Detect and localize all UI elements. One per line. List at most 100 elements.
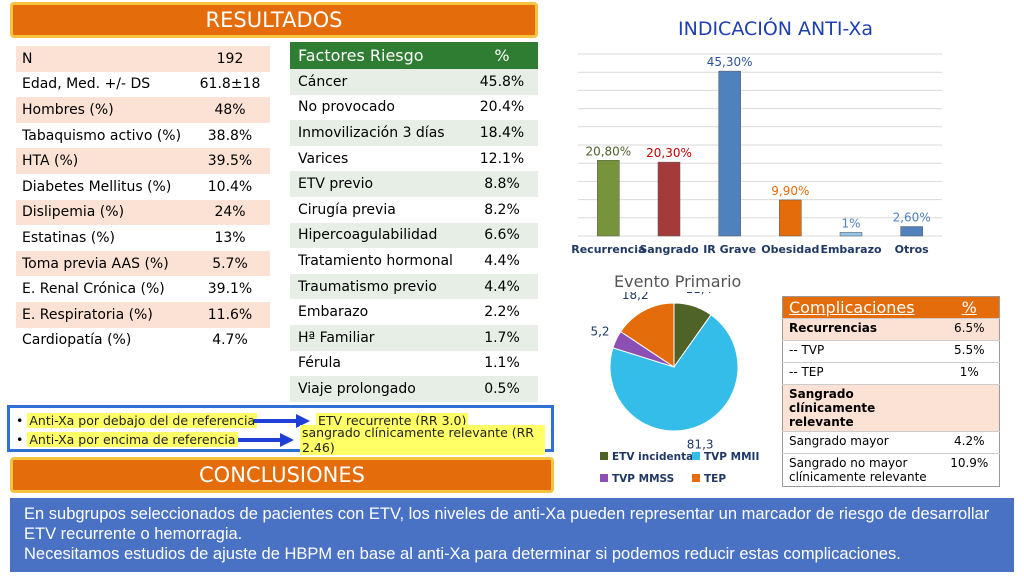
conclusion-line-2: Necesitamos estudios de ajuste de HBPM e… xyxy=(24,545,901,563)
risk-factor-value: 8.2% xyxy=(466,196,538,223)
note-2-right: sangrado clínicamente relevante (RR 2.46… xyxy=(300,424,545,455)
risk-factor-label: ETV previo xyxy=(290,171,466,197)
conclusiones-title: CONCLUSIONES xyxy=(199,463,365,487)
demographic-value: 11.6% xyxy=(190,301,270,328)
risk-factor-value: 1.7% xyxy=(466,324,538,351)
bar-data-label: 1% xyxy=(841,216,860,230)
legend-label: TVP MMSS xyxy=(612,473,674,485)
demographic-row: Tabaquismo activo (%) 38.8% xyxy=(16,122,270,149)
risk-factor-row: Hipercoagulabilidad 6.6% xyxy=(290,222,538,249)
complication-label: Sangrado clínicamente relevante xyxy=(782,384,940,432)
complication-label: Sangrado no mayor clínicamente relevante xyxy=(782,453,940,487)
demographic-value: 4.7% xyxy=(190,327,270,354)
risk-factor-label: Hª Familiar xyxy=(290,324,466,351)
bar xyxy=(657,161,681,237)
conclusiones-banner: CONCLUSIONES xyxy=(10,457,554,493)
complication-label: Recurrencias xyxy=(782,318,940,341)
risk-factor-value: 4.4% xyxy=(466,273,538,300)
demographic-value: 24% xyxy=(190,199,270,226)
demographic-value: 192 xyxy=(190,46,270,72)
risk-factor-value: 12.1% xyxy=(466,145,538,172)
demographic-value: 61.8±18 xyxy=(190,71,270,98)
legend-label: TVP MMII xyxy=(704,451,759,463)
demographic-label: E. Renal Crónica (%) xyxy=(16,276,190,302)
bar-category-label: Sangrado xyxy=(639,243,699,256)
risk-factor-value: 1.1% xyxy=(466,350,538,377)
legend-swatch xyxy=(600,474,608,482)
demographic-row: E. Renal Crónica (%) 39.1% xyxy=(16,276,270,302)
bar-data-label: 20,80% xyxy=(585,144,631,158)
pie-slice xyxy=(619,302,675,368)
demographic-row: Toma previa AAS (%) 5.7% xyxy=(16,250,270,277)
demographic-label: Hombres (%) xyxy=(16,97,190,123)
risk-factor-label: Inmovilización 3 días xyxy=(290,120,466,146)
demographic-label: HTA (%) xyxy=(16,148,190,174)
risk-factor-label: Tratamiento hormonal xyxy=(290,248,466,274)
arrow-right-icon xyxy=(238,433,294,447)
pie-data-label: 11,4 xyxy=(686,292,713,296)
complication-value: 5.5% xyxy=(939,340,1000,363)
risk-factor-label: Viaje prolongado xyxy=(290,376,466,402)
bar-category-label: Obesidad xyxy=(761,243,819,256)
risk-factor-value: 6.6% xyxy=(466,222,538,249)
bar xyxy=(718,70,741,237)
demographic-value: 38.8% xyxy=(190,122,270,149)
demographic-label: Diabetes Mellitus (%) xyxy=(16,173,190,200)
risk-factor-label: Férula xyxy=(290,350,466,377)
demographic-value: 10.4% xyxy=(190,173,270,200)
bar xyxy=(839,232,863,237)
risk-factor-row: Férula 1.1% xyxy=(290,350,538,377)
note-1-left: Anti-Xa por debajo del de referencia xyxy=(27,413,258,428)
demographic-label: Dislipemia (%) xyxy=(16,199,190,226)
pie-data-label: 81,3 xyxy=(687,438,714,452)
demographic-value: 5.7% xyxy=(190,250,270,277)
demographic-row: Estatinas (%) 13% xyxy=(16,225,270,251)
complication-row: Sangrado clínicamente relevante xyxy=(782,384,1000,432)
demographic-row: Dislipemia (%) 24% xyxy=(16,199,270,226)
pie-slice xyxy=(609,314,739,432)
risk-factor-row: Varices 12.1% xyxy=(290,145,538,172)
comp-header-row: Complicaciones % xyxy=(782,296,1000,319)
risk-header-row: Factores Riesgo % xyxy=(290,42,538,69)
complications-table: Complicaciones % Recurrencias 6.5% -- TVP 5… xyxy=(782,296,1000,487)
bar-category-label: Embarazo xyxy=(820,243,882,256)
demographic-label: Edad, Med. +/- DS xyxy=(16,71,190,98)
risk-factor-row: Tratamiento hormonal 4.4% xyxy=(290,248,538,274)
demographics-table: N 192 Edad, Med. +/- DS 61.8±18 Hombres (%) 4… xyxy=(16,46,270,354)
anti-xa-notes-box: • Anti-Xa por debajo del de referencia E… xyxy=(7,405,554,455)
demographic-row: N 192 xyxy=(16,46,270,72)
note-1-right: ETV recurrente (RR 3.0) xyxy=(316,413,469,428)
bar-data-label: 9,90% xyxy=(771,184,809,198)
demographic-value: 48% xyxy=(190,97,270,123)
demographic-label: Toma previa AAS (%) xyxy=(16,250,190,277)
risk-factor-row: Inmovilización 3 días 18.4% xyxy=(290,120,538,146)
complication-value: 4.2% xyxy=(939,431,1000,454)
complication-row: Recurrencias 6.5% xyxy=(782,318,1000,341)
complication-row: -- TEP 1% xyxy=(782,362,1000,385)
complication-label: -- TEP xyxy=(782,362,940,385)
comp-header-label: Complicaciones xyxy=(782,296,940,319)
demographic-value: 39.1% xyxy=(190,276,270,302)
demographic-row: Cardiopatía (%) 4.7% xyxy=(16,327,270,354)
legend-swatch xyxy=(600,452,608,460)
conclusiones-text-box: En subgrupos seleccionados de pacientes … xyxy=(10,498,1014,572)
risk-factor-row: ETV previo 8.8% xyxy=(290,171,538,197)
risk-factor-label: Varices xyxy=(290,145,466,172)
bar-chart-title: INDICACIÓN ANTI-Xa xyxy=(678,18,874,40)
risk-factor-label: Hipercoagulabilidad xyxy=(290,222,466,249)
complication-value: 1% xyxy=(939,362,1000,385)
bar xyxy=(779,199,802,237)
legend-label: TEP xyxy=(704,473,726,485)
demographic-row: E. Respiratoria (%) 11.6% xyxy=(16,301,270,328)
risk-factor-row: No provocado 20.4% xyxy=(290,94,538,121)
bar-category-label: Otros xyxy=(895,243,930,256)
complication-value: 6.5% xyxy=(939,318,1000,341)
complication-label: -- TVP xyxy=(782,340,940,363)
legend-label: ETV incidental xyxy=(612,451,697,463)
risk-factor-value: 45.8% xyxy=(466,69,538,95)
bar-category-label: IR Grave xyxy=(703,243,756,256)
pie-data-label: 18,2 xyxy=(622,292,649,302)
risk-factor-label: Cáncer xyxy=(290,69,466,95)
bar-category-label: Recurrencia xyxy=(571,243,645,256)
resultados-title: RESULTADOS xyxy=(205,8,343,32)
